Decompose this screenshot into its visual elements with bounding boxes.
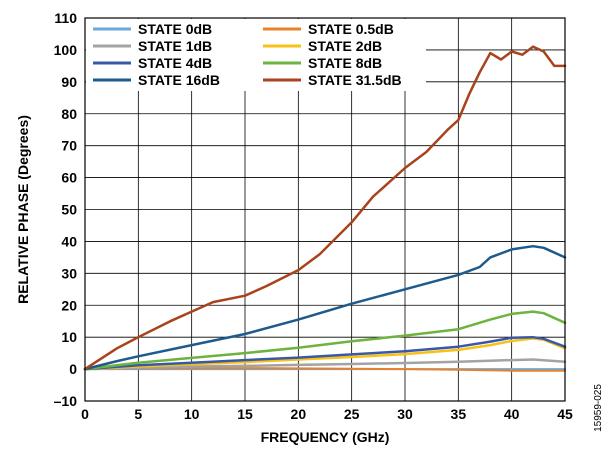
y-tick-label-7: 60 — [61, 170, 77, 186]
x-tick-label-7: 35 — [451, 406, 467, 422]
y-tick-label-12: 110 — [54, 10, 77, 26]
y-tick-label-10: 90 — [61, 74, 77, 90]
legend-label-4: STATE 4dB — [138, 55, 212, 71]
y-tick-label-3: 20 — [61, 297, 77, 313]
y-tick-label-2: 10 — [61, 329, 77, 345]
series-line-7 — [83, 45, 567, 371]
x-tick-label-4: 20 — [291, 406, 307, 422]
x-tick-label-9: 45 — [557, 406, 573, 422]
y-tick-label-4: 30 — [61, 265, 77, 281]
legend-label-1: STATE 0.5dB — [308, 21, 394, 37]
series-line-4 — [83, 335, 567, 371]
y-tick-label-0: –10 — [54, 393, 78, 409]
x-tick-label-3: 15 — [237, 406, 253, 422]
series-lines — [83, 45, 567, 372]
tick-labels: 0 5 10 15 20 25 30 35 40 45–100102030405060708090… — [54, 10, 573, 422]
x-tick-label-6: 30 — [397, 406, 413, 422]
x-tick-label-0: 0 — [81, 406, 89, 422]
legend-label-5: STATE 8dB — [308, 55, 382, 71]
legend-label-7: STATE 31.5dB — [308, 72, 402, 88]
y-tick-label-1: 0 — [69, 361, 77, 377]
y-tick-label-6: 50 — [61, 202, 77, 218]
figure-id: 15959-025 — [593, 384, 604, 432]
x-tick-label-8: 40 — [504, 406, 520, 422]
x-tick-label-1: 5 — [134, 406, 142, 422]
y-axis-label: RELATIVE PHASE (Degrees) — [15, 115, 31, 304]
y-tick-label-9: 80 — [61, 106, 77, 122]
legend-label-3: STATE 2dB — [308, 38, 382, 54]
series-line-6 — [83, 244, 567, 371]
y-tick-label-11: 100 — [54, 42, 78, 58]
legend-label-0: STATE 0dB — [138, 21, 212, 37]
series-line-2 — [83, 358, 567, 371]
y-tick-label-8: 70 — [61, 138, 77, 154]
series-line-5 — [83, 310, 567, 371]
x-axis-label: FREQUENCY (GHz) — [261, 429, 390, 445]
x-tick-label-5: 25 — [344, 406, 360, 422]
plot-frame — [84, 17, 566, 402]
y-tick-label-5: 40 — [61, 233, 77, 249]
legend-background — [86, 19, 426, 91]
legend-label-2: STATE 1dB — [138, 38, 212, 54]
x-tick-label-2: 10 — [184, 406, 200, 422]
legend-label-6: STATE 16dB — [138, 72, 220, 88]
